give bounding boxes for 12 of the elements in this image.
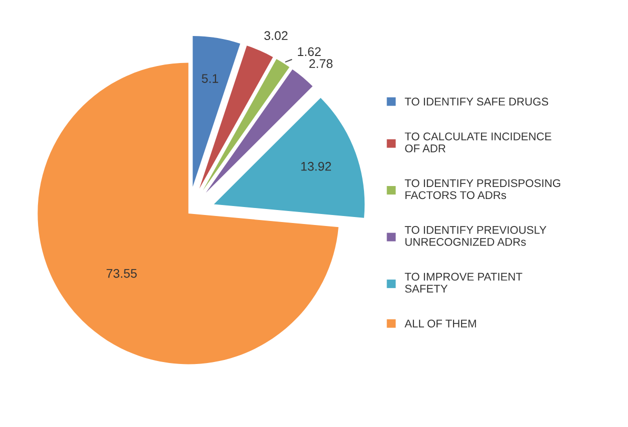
data-label: 3.02 [264,31,288,40]
legend-label: ALL OF THEM [404,320,476,328]
legend-label: TO IDENTIFY PREVIOUSLY UNRECOGNIZED ADRs [404,226,546,246]
legend-label: TO IDENTIFY SAFE DRUGS [404,98,548,106]
data-label: 2.78 [309,59,332,68]
data-label: 5.1 [202,74,218,83]
data-label: 73.55 [106,268,137,278]
legend-label: TO CALCULATE INCIDENCE OF ADR [404,132,552,152]
data-label: 13.92 [301,162,331,171]
data-label: 1.62 [298,47,321,56]
legend-label: TO IMPROVE PATIENT SAFETY [404,272,522,293]
legend-label: TO IDENTIFY PREDISPOSING FACTORS TO ADRs [404,179,560,200]
